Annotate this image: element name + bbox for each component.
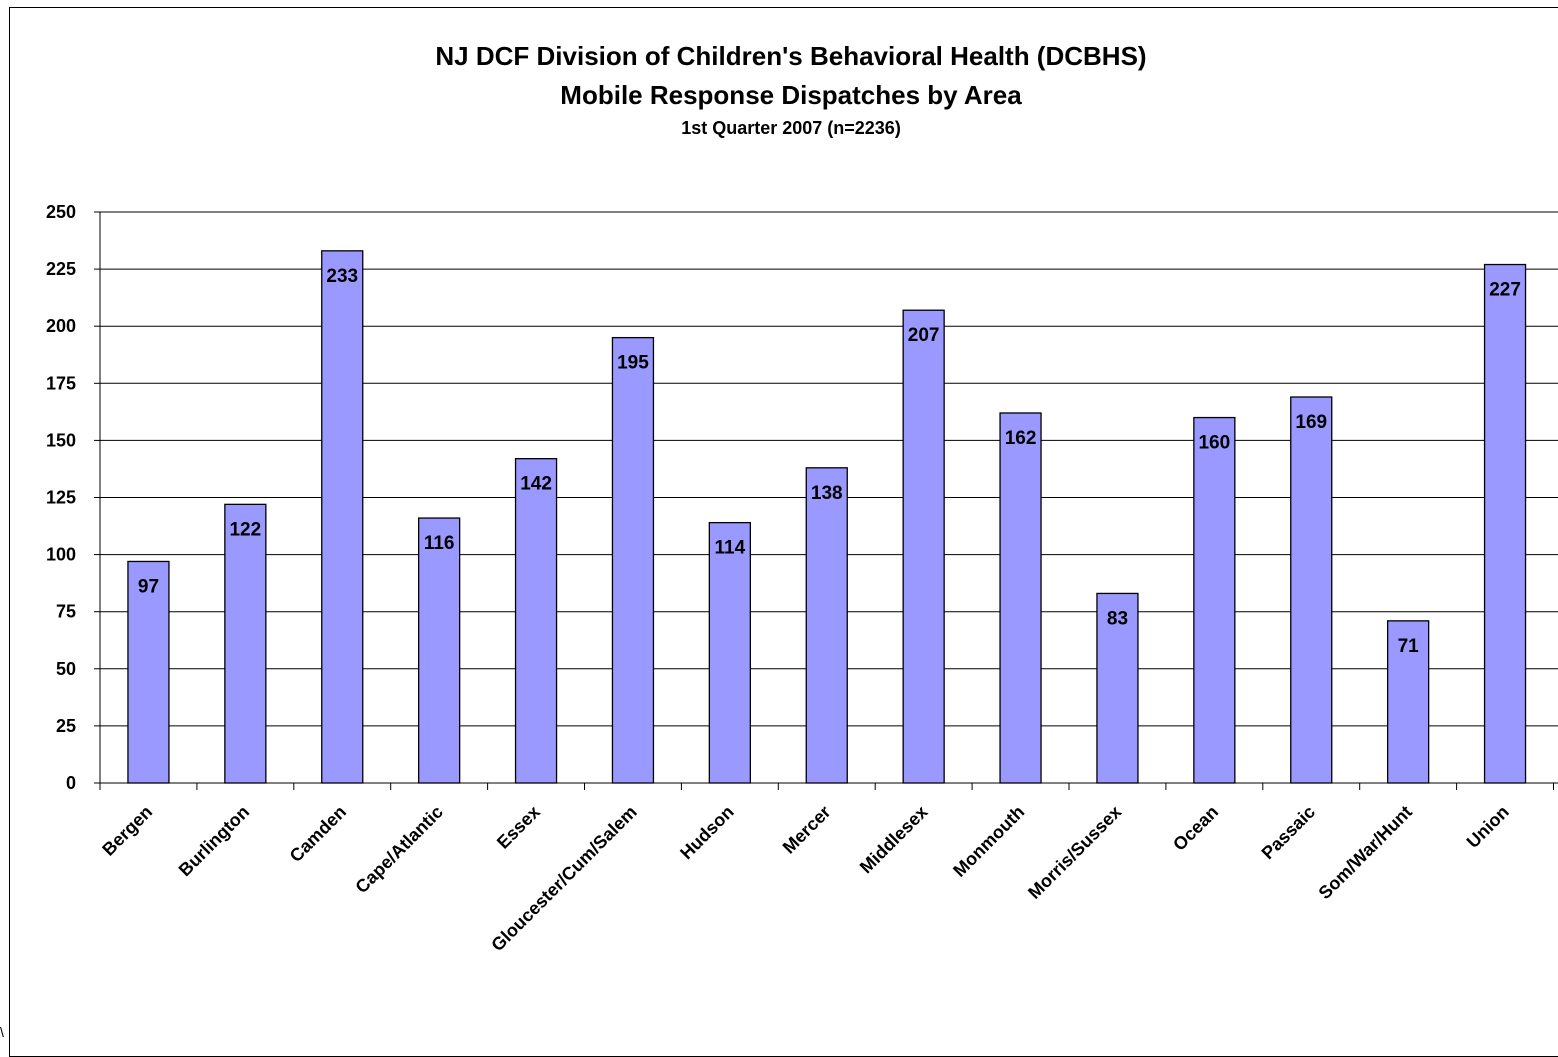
y-tick-labels: 0 25 50 75 100 125 150 175 200 225 250: [46, 202, 76, 793]
y-tick-label: 200: [46, 316, 76, 336]
bar: [1387, 620, 1430, 784]
x-tick-label: Mercer: [779, 802, 835, 858]
bar: [417, 517, 461, 784]
y-tick-label: 175: [46, 373, 76, 393]
x-tick-label: Camden: [286, 802, 350, 866]
data-labels: 97 122 233 116 142 195 114 138 207 162 83 160 169 71 2…: [138, 266, 1521, 657]
bar: [514, 458, 558, 784]
data-label: 227: [1489, 280, 1521, 301]
data-label: 207: [908, 325, 940, 346]
x-tick-labels: Bergen Burlington Camden Cape/Atlantic Essex…: [98, 802, 1513, 956]
bar: [1483, 263, 1527, 784]
bar: [999, 412, 1042, 784]
data-label: 162: [1005, 428, 1037, 449]
y-tick-label: 250: [46, 202, 76, 222]
bar: [611, 336, 655, 784]
chart-subtitle: Mobile Response Dispatches by Area: [560, 80, 1022, 110]
data-label: 71: [1398, 636, 1420, 657]
data-label: 114: [715, 538, 746, 559]
bar: [902, 309, 945, 784]
x-tick-label: Essex: [493, 802, 544, 853]
data-label: 122: [229, 519, 261, 540]
bar: [224, 503, 267, 784]
x-tick-label: Som/War/Hunt: [1315, 802, 1416, 903]
x-tick-label: Passaic: [1258, 802, 1320, 864]
data-label: 160: [1198, 433, 1230, 454]
x-tick-label: Ocean: [1169, 802, 1222, 855]
x-tick-label: Bergen: [98, 802, 156, 860]
data-label: 97: [138, 576, 159, 597]
bar: [1193, 416, 1236, 784]
data-label: 233: [326, 266, 358, 287]
bar: [127, 560, 170, 784]
bar: [1290, 396, 1333, 784]
y-tick-label: 25: [56, 716, 76, 736]
y-tick-label: 75: [56, 602, 76, 622]
x-tick-label: Cape/Atlantic: [351, 802, 446, 897]
bar: [708, 521, 751, 784]
bars: [127, 250, 1527, 784]
y-tick-label: 0: [66, 773, 76, 793]
bar: [321, 250, 364, 784]
y-tick-label: 225: [46, 259, 76, 279]
y-tick-label: 50: [56, 659, 76, 679]
data-label: 195: [617, 353, 649, 374]
y-tick-label: 125: [46, 488, 76, 508]
x-tick-label: Burlington: [175, 802, 253, 880]
data-label: 142: [520, 474, 552, 495]
corner-mark: \: [0, 1024, 4, 1040]
x-tick-label: Union: [1463, 802, 1513, 852]
data-label: 116: [424, 533, 455, 554]
y-tick-label: 150: [46, 430, 76, 450]
chart-title: NJ DCF Division of Children's Behavioral…: [435, 41, 1147, 71]
x-tick-label: Morris/Sussex: [1024, 802, 1125, 903]
bar: [805, 467, 848, 784]
y-tick-label: 100: [46, 545, 76, 565]
data-label: 83: [1107, 608, 1128, 629]
data-label: 169: [1295, 412, 1327, 433]
axes: [94, 211, 1558, 790]
x-tick-label: Monmouth: [949, 802, 1028, 881]
data-label: 138: [811, 483, 843, 504]
x-tick-label: Middlesex: [856, 802, 932, 878]
chart-subtitle-2: 1st Quarter 2007 (n=2236): [681, 118, 901, 138]
x-tick-label: Hudson: [676, 802, 738, 864]
